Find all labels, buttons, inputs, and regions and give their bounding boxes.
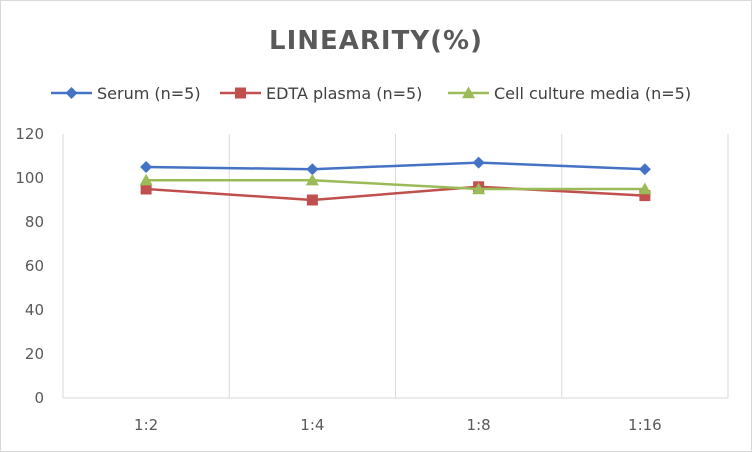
y-tick-label: 120: [15, 125, 44, 143]
chart-title: LINEARITY(%): [269, 26, 483, 56]
data-point: [639, 190, 651, 202]
legend-marker: [65, 87, 78, 99]
data-point: [305, 173, 319, 186]
legend-marker: [235, 87, 246, 99]
legend-label: Serum (n=5): [97, 84, 201, 103]
y-tick-label: 40: [25, 301, 44, 319]
legend-item: EDTA plasma (n=5): [220, 84, 422, 103]
x-tick-label: 1:16: [628, 416, 662, 434]
gridlines: [228, 134, 729, 398]
legend-marker: [462, 86, 475, 99]
legend-item: Cell culture media (n=5): [448, 84, 691, 103]
data-point: [638, 182, 652, 195]
x-tick-label: 1:8: [467, 416, 491, 434]
y-tick-label: 80: [25, 213, 44, 231]
axes: [62, 134, 728, 399]
series-line: [146, 185, 645, 202]
series-line: [146, 161, 645, 171]
series-group: [139, 156, 652, 206]
series-1: [140, 156, 651, 176]
y-tick-label: 20: [25, 345, 44, 363]
data-point: [472, 182, 486, 195]
data-point: [140, 161, 153, 173]
legend: Serum (n=5) EDTA plasma (n=5) Cell culture…: [51, 84, 691, 103]
data-point: [306, 194, 318, 206]
x-tick-label: 1:4: [300, 416, 324, 434]
legend-item: Serum (n=5): [51, 84, 201, 103]
x-tick-label: 1:2: [134, 416, 158, 434]
data-point: [139, 173, 153, 186]
series-line: [146, 178, 645, 191]
data-point: [306, 163, 319, 176]
y-axis-ticks: 0 20 40 60 80 100 120: [15, 125, 44, 407]
y-tick-label: 60: [25, 257, 44, 275]
y-tick-label: 0: [34, 389, 44, 407]
data-point: [472, 156, 485, 169]
y-tick-label: 100: [15, 169, 44, 187]
x-axis-ticks: 1:2 1:4 1:8 1:16: [134, 416, 662, 434]
legend-label: Cell culture media (n=5): [494, 84, 691, 103]
data-point: [638, 163, 651, 176]
legend-label: EDTA plasma (n=5): [266, 84, 422, 103]
data-point: [140, 183, 152, 195]
series-3: [139, 173, 652, 195]
